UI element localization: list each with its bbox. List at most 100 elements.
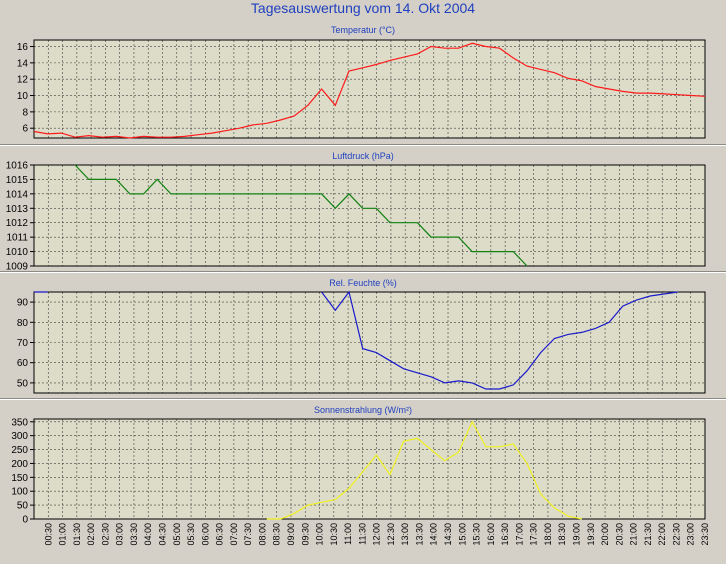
x-tick-label: 10:30 (329, 523, 339, 546)
x-tick-label: 17:00 (514, 523, 524, 546)
x-tick-label: 11:30 (357, 523, 367, 545)
x-tick-label: 04:30 (158, 523, 168, 546)
x-tick-label: 07:30 (243, 523, 253, 546)
y-tick-label: 200 (11, 459, 28, 470)
y-tick-label: 0 (22, 515, 28, 526)
y-tick-label: 100 (11, 487, 28, 498)
temperature-series-line (33, 42, 706, 139)
x-tick-label: 23:00 (686, 523, 696, 546)
radiation-chart: 0 50 100 150 200 250 300 350 (11, 417, 706, 526)
x-tick-label: 02:00 (86, 523, 96, 546)
panel-divider (0, 398, 726, 400)
temperature-chart-title: Temperatur (°C) (330, 25, 396, 35)
x-tick-label: 06:00 (200, 523, 210, 546)
pressure-chart: 1009 1010 1011 1012 1013 1014 1015 1016 (6, 161, 706, 273)
radiation-chart-title: Sonnenstrahlung (W/m²) (313, 405, 413, 415)
x-tick-label: 16:00 (486, 523, 496, 546)
x-tick-label: 13:00 (400, 523, 410, 546)
pressure-plot-area (34, 165, 705, 266)
x-tick-label: 18:00 (543, 523, 553, 546)
x-tick-label: 01:30 (72, 523, 82, 546)
y-tick-label: 1014 (6, 189, 29, 200)
temperature-plot-area (34, 40, 705, 138)
radiation-plot-frame (33, 418, 706, 520)
y-tick-label: 14 (17, 58, 29, 69)
y-tick-label: 50 (17, 378, 29, 389)
x-axis: 00:30 01:00 01:30 02:00 02:30 03:00 03:30 04:00… (43, 523, 710, 546)
x-tick-label: 15:00 (457, 523, 467, 546)
pressure-series-line (74, 164, 528, 267)
y-tick-label: 350 (11, 417, 28, 428)
x-tick-label: 22:30 (671, 523, 681, 546)
y-tick-label: 80 (17, 318, 29, 329)
x-tick-label: 16:30 (500, 523, 510, 546)
y-tick-label: 1016 (6, 161, 29, 172)
panel-divider (0, 271, 726, 273)
humidity-chart: 50 60 70 80 90 (17, 290, 706, 394)
y-tick-label: 16 (17, 42, 29, 53)
y-tick-label: 1015 (6, 175, 29, 186)
radiation-series-line (266, 420, 582, 520)
x-tick-label: 05:30 (186, 523, 196, 546)
y-tick-label: 150 (11, 473, 28, 484)
y-tick-label: 1009 (6, 262, 29, 273)
humidity-plot-frame (33, 291, 706, 394)
y-tick-label: 70 (17, 338, 29, 349)
x-tick-label: 18:30 (557, 523, 567, 546)
main-title: Tagesauswertung vom 14. Okt 2004 (250, 0, 476, 16)
x-tick-label: 20:30 (614, 523, 624, 546)
x-tick-label: 11:00 (343, 523, 353, 545)
y-tick-label: 250 (11, 445, 28, 456)
y-tick-label: 1013 (6, 204, 29, 215)
x-tick-label: 12:30 (386, 523, 396, 546)
y-tick-label: 50 (17, 501, 29, 512)
x-tick-label: 04:00 (143, 523, 153, 546)
x-tick-label: 09:00 (286, 523, 296, 546)
x-tick-label: 17:30 (529, 523, 539, 546)
x-tick-label: 07:00 (229, 523, 239, 546)
y-tick-label: 12 (17, 75, 29, 86)
humidity-chart-title: Rel. Feuchte (%) (329, 278, 397, 288)
x-tick-label: 21:30 (643, 523, 653, 546)
x-tick-label: 15:30 (472, 523, 482, 546)
y-tick-label: 1010 (6, 247, 29, 258)
panel-divider (0, 144, 726, 146)
x-tick-label: 19:00 (572, 523, 582, 546)
temperature-plot-frame (33, 39, 706, 139)
temperature-chart: 6 8 10 12 14 16 (17, 39, 706, 139)
x-tick-label: 10:00 (315, 523, 325, 546)
x-tick-label: 06:30 (215, 523, 225, 546)
x-tick-label: 23:30 (700, 523, 710, 546)
y-tick-label: 10 (17, 91, 29, 102)
x-tick-label: 21:00 (629, 523, 639, 546)
y-tick-label: 8 (22, 107, 28, 118)
y-tick-label: 300 (11, 431, 28, 442)
x-tick-label: 01:00 (58, 523, 68, 546)
humidity-plot-area (34, 292, 705, 393)
x-tick-label: 22:00 (657, 523, 667, 546)
x-tick-label: 03:00 (115, 523, 125, 546)
x-tick-label: 08:00 (257, 523, 267, 546)
y-tick-label: 90 (17, 298, 29, 309)
x-tick-label: 13:30 (415, 523, 425, 546)
x-tick-label: 00:30 (43, 523, 53, 546)
pressure-plot-frame (33, 164, 706, 267)
y-tick-label: 1011 (6, 233, 28, 244)
humidity-series-line (34, 290, 678, 390)
x-tick-label: 14:30 (443, 523, 453, 546)
y-tick-label: 6 (22, 124, 28, 135)
x-tick-label: 19:30 (586, 523, 596, 546)
pressure-chart-title: Luftdruck (hPa) (332, 151, 394, 161)
y-tick-label: 1012 (6, 218, 29, 229)
x-tick-label: 12:00 (372, 523, 382, 546)
x-tick-label: 08:30 (272, 523, 282, 546)
x-tick-label: 14:00 (429, 523, 439, 546)
x-tick-label: 03:30 (129, 523, 139, 546)
y-tick-label: 60 (17, 358, 29, 369)
radiation-plot-area (34, 419, 705, 519)
x-tick-label: 20:00 (600, 523, 610, 546)
x-tick-label: 05:00 (172, 523, 182, 546)
x-tick-label: 09:30 (300, 523, 310, 546)
x-tick-label: 02:30 (100, 523, 110, 546)
